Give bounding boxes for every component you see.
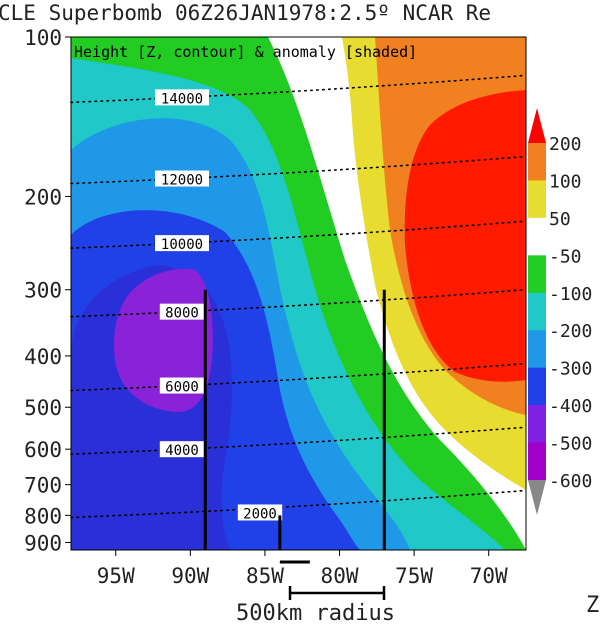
y-axis: 100 200 300 400 500 600 700 800 900 (24, 26, 71, 555)
contour-label: 12000 (161, 173, 203, 189)
y-tick-label: 600 (24, 438, 62, 462)
contour-label: 10000 (161, 237, 203, 253)
x-tick-label: 75W (395, 564, 433, 588)
x-tick-label: 80W (321, 564, 359, 588)
x-tick-label: 95W (97, 564, 135, 588)
colorbar-label: -300 (549, 359, 592, 380)
contour-label: 4000 (165, 443, 199, 459)
contour-label-bg (155, 235, 209, 252)
y-tick-label: 500 (24, 396, 62, 420)
contour-label: 2000 (243, 506, 277, 522)
contour-label-bg (159, 441, 205, 458)
height-contours: 14000 12000 10000 8000 6000 4000 2000 (70, 74, 527, 522)
colorbar-label: -600 (549, 471, 592, 492)
x-tick-label: 90W (171, 564, 209, 588)
height-contour-line (70, 362, 527, 392)
vertical-lines (203, 289, 386, 564)
y-tick-label: 200 (24, 185, 62, 209)
y-tick-label: 900 (24, 531, 62, 555)
colorbar-segment (528, 143, 546, 181)
height-contour-line (70, 288, 527, 318)
colorbar-label: -200 (549, 321, 592, 342)
colorbar-label: 200 (549, 134, 582, 155)
colorbar-arrow-top (528, 108, 546, 143)
contour-label-bg (237, 504, 283, 521)
contour-label-bg (155, 89, 209, 106)
y-tick-label: 300 (24, 279, 62, 303)
height-contour-line (70, 155, 527, 185)
colorbar: 200 100 50 -50 -100 -200 -300 -400 -500 -600 (528, 108, 592, 515)
colorbar-label: -500 (549, 434, 592, 455)
colorbar-label: 100 (549, 171, 582, 192)
corner-text: Z (586, 593, 599, 618)
colorbar-label: 50 (549, 209, 571, 230)
chart-title: CLE Superbomb 06Z26JAN1978:2.5º NCAR Re (0, 1, 491, 25)
y-tick-label: 400 (24, 345, 62, 369)
radius-annotation: 500km radius (236, 601, 395, 624)
y-tick-label: 700 (24, 474, 62, 498)
colorbar-arrow-bottom (528, 480, 546, 515)
fill-anomaly-pos-200 (404, 90, 526, 382)
height-contour-line (70, 74, 527, 104)
colorbar-segment (528, 367, 546, 406)
colorbar-segment (528, 442, 546, 481)
height-contour-line (70, 426, 527, 455)
colorbar-segment (528, 217, 546, 256)
anomaly-shading (71, 37, 526, 550)
colorbar-segment (528, 292, 546, 331)
contour-label-bg (159, 377, 205, 394)
x-tick-label: 85W (246, 564, 284, 588)
radius-scale-bar (288, 586, 386, 600)
colorbar-label: -50 (549, 246, 582, 267)
contour-label: 14000 (161, 91, 203, 107)
colorbar-segment (528, 180, 546, 219)
contour-label-bg (159, 303, 205, 320)
colorbar-segment (528, 405, 546, 444)
colorbar-segment (528, 255, 546, 294)
y-tick-label: 100 (24, 26, 62, 50)
x-axis: 95W 90W 85W 80W 75W 70W (97, 550, 508, 588)
chart-subtitle: Height [Z, contour] & anomaly [shaded] (74, 43, 417, 61)
colorbar-label: -100 (549, 284, 592, 305)
height-contour-line (70, 220, 527, 249)
height-contour-line (70, 489, 527, 519)
y-tick-label: 800 (24, 504, 62, 528)
contour-label-bg (155, 170, 209, 187)
plot-frame (70, 36, 527, 551)
colorbar-label: -400 (549, 396, 592, 417)
x-tick-label: 70W (470, 564, 508, 588)
contour-label: 6000 (165, 380, 199, 396)
contour-label: 8000 (165, 306, 199, 322)
colorbar-segment (528, 330, 546, 369)
